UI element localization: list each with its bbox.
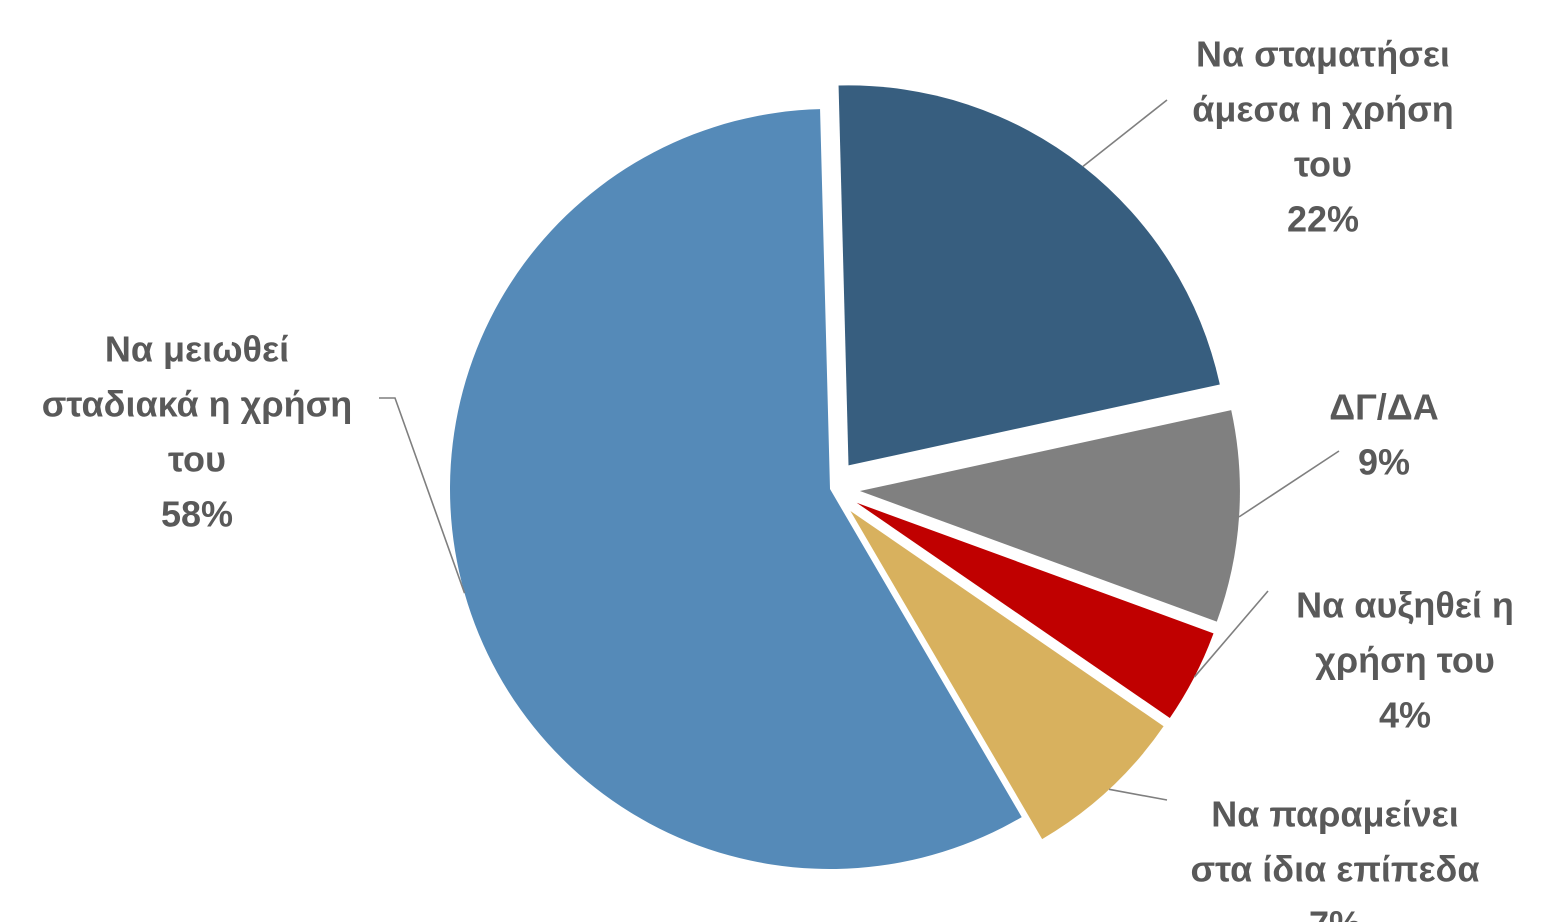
data-label-value: 22% — [1287, 198, 1359, 239]
data-label-text: του — [1294, 143, 1352, 184]
data-label-text: Να σταματήσει — [1196, 33, 1450, 74]
pie-slices — [450, 85, 1240, 869]
data-label-text: σταδιακά η χρήση — [42, 383, 352, 424]
data-label-text: ΔΓ/ΔΑ — [1329, 386, 1438, 427]
data-label: Να σταματήσει άμεσα η χρήση του 22% — [1192, 33, 1454, 239]
data-label: Να παραμείνει στα ίδια επίπεδα 7% — [1190, 793, 1479, 922]
leader-line — [1108, 788, 1168, 801]
pie-slice — [450, 109, 1022, 869]
data-label-value: 7% — [1309, 903, 1361, 922]
data-label-text: χρήση του — [1315, 639, 1495, 680]
data-labels: Να σταματήσει άμεσα η χρήση του 22% ΔΓ/ΔΑ 9% Ν… — [42, 33, 1514, 922]
leader-line — [1238, 450, 1340, 518]
data-label-text: Να μειωθεί — [105, 328, 289, 369]
leader-line — [1082, 99, 1168, 167]
data-label: Να μειωθεί σταδιακά η χρήση του 58% — [42, 328, 352, 534]
data-label-text: του — [168, 438, 226, 479]
data-label-text: άμεσα η χρήση — [1192, 88, 1454, 129]
pie-slice — [856, 502, 1214, 718]
data-label-text: Να παραμείνει — [1211, 793, 1458, 834]
data-label-value: 4% — [1379, 694, 1431, 735]
pie-slice — [838, 85, 1220, 466]
pie-slice — [850, 510, 1164, 840]
data-label-value: 9% — [1358, 441, 1410, 482]
data-label: Να αυξηθεί η χρήση του 4% — [1296, 584, 1514, 735]
pie-slice — [859, 410, 1240, 622]
data-label-text: Να αυξηθεί η — [1296, 584, 1514, 625]
leader-lines — [379, 99, 1340, 801]
data-label-text: στα ίδια επίπεδα — [1190, 848, 1479, 889]
data-label-value: 58% — [161, 493, 233, 534]
data-label: ΔΓ/ΔΑ 9% — [1329, 386, 1438, 482]
leader-line — [379, 397, 466, 594]
leader-line — [1193, 590, 1269, 678]
